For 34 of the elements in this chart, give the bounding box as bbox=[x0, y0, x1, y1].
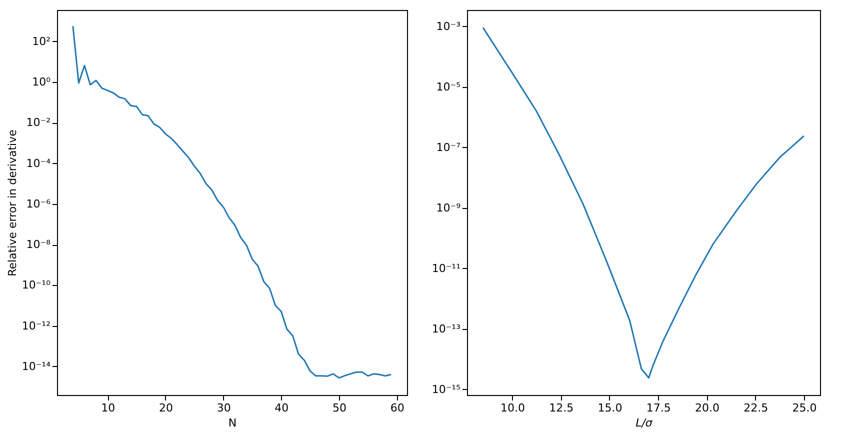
x-tick-label: 40 bbox=[274, 402, 289, 414]
y-tick-label: 10⁻⁶ bbox=[26, 197, 52, 210]
y-tick-label: 10⁻¹² bbox=[22, 319, 50, 332]
x-tick-label: 22.5 bbox=[744, 402, 768, 414]
x-tick-label: 20 bbox=[158, 402, 173, 414]
x-tick-label: 10.0 bbox=[500, 402, 525, 414]
y-tick-label: 10⁻² bbox=[26, 116, 50, 130]
y-tick-label: 10⁻¹³ bbox=[432, 322, 460, 336]
y-tick-label: 10⁻¹⁵ bbox=[432, 382, 460, 396]
x-tick-label: 15.0 bbox=[598, 402, 622, 414]
x-tick-label: 50 bbox=[332, 402, 347, 414]
y-tick-label: 10⁻⁵ bbox=[436, 80, 460, 94]
y-tick-label: 10⁻³ bbox=[436, 20, 460, 33]
line-series bbox=[482, 26, 805, 379]
y-tick-label: 10⁻⁸ bbox=[26, 238, 52, 252]
y-tick-label: 10⁻¹¹ bbox=[432, 262, 460, 275]
y-tick-label: 10⁰ bbox=[32, 76, 52, 89]
y-tick-label: 10² bbox=[32, 34, 50, 48]
y-tick-label: 10⁻¹⁰ bbox=[22, 278, 52, 292]
x-tick-label: 25.0 bbox=[792, 402, 817, 414]
x-tick-label: 60 bbox=[390, 402, 404, 414]
x-tick-label: 20.0 bbox=[694, 402, 720, 414]
x-tick-label: 17.5 bbox=[646, 402, 671, 414]
x-tick-label: 30 bbox=[216, 402, 231, 414]
x-axis-title: N bbox=[228, 416, 237, 430]
y-tick-label: 10⁻⁹ bbox=[436, 201, 460, 214]
x-tick-label: 10 bbox=[101, 402, 116, 414]
line-series bbox=[72, 25, 392, 379]
y-tick-label: 10⁻¹⁴ bbox=[22, 360, 52, 373]
x-tick-label: 12.5 bbox=[549, 402, 574, 414]
y-tick-label: 10⁻⁷ bbox=[436, 140, 460, 154]
y-tick-label: 10⁻⁴ bbox=[26, 156, 52, 170]
x-axis-title: L/σ bbox=[636, 416, 654, 430]
y-axis-title: Relative error in derivative bbox=[6, 129, 19, 276]
